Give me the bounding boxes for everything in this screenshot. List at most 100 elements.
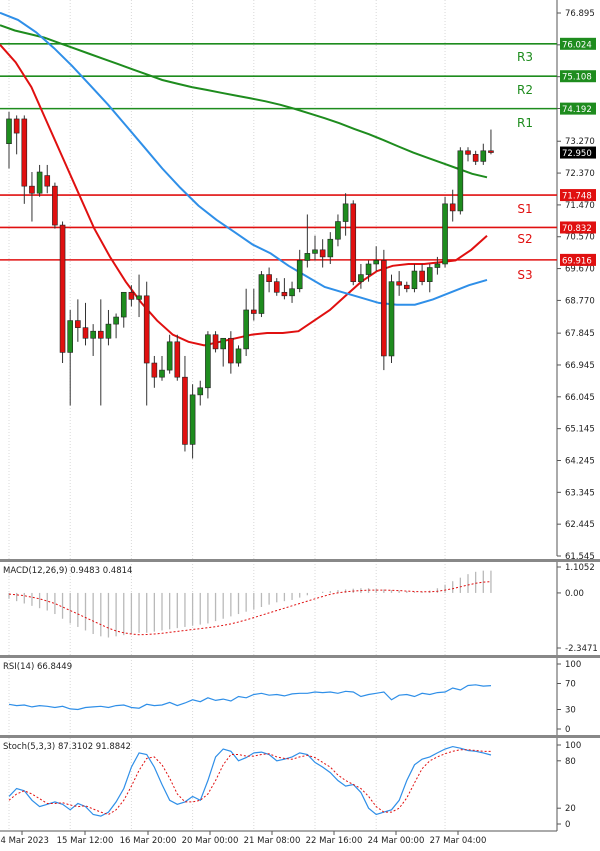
price-tick-label: 63.345: [565, 488, 595, 498]
candle-body: [319, 249, 326, 258]
rsi-label: RSI(14) 66.8449: [3, 662, 72, 672]
candle-body: [44, 175, 51, 187]
candle-body: [220, 337, 226, 350]
candle-body: [6, 118, 12, 145]
candle-body: [212, 334, 219, 350]
candle-body: [82, 327, 89, 339]
candle-body: [327, 238, 334, 258]
candle-body: [75, 320, 81, 328]
price-tick-label: 70.570: [565, 233, 595, 243]
level-value-tag: [560, 37, 596, 50]
candle-body: [472, 154, 479, 162]
candle-body: [228, 337, 234, 364]
panel-separator: [0, 559, 600, 562]
price-tick-label: 66.945: [565, 361, 595, 371]
candle-body: [67, 320, 73, 353]
level-value-tag: [560, 253, 596, 266]
candle-body: [312, 249, 318, 254]
candle-body: [189, 394, 196, 445]
price-tick-label: 65.145: [565, 425, 595, 435]
rsi-tick-label: 70: [565, 680, 576, 690]
candle-body: [419, 270, 425, 282]
price-tick-label: 76.895: [565, 9, 595, 19]
price-tick-label: 62.445: [565, 520, 595, 530]
rsi-tick-label: 0: [565, 725, 570, 735]
candle-body: [174, 341, 181, 378]
level-value-tag: [560, 189, 596, 202]
candle-body: [465, 150, 471, 155]
candle-body: [120, 291, 127, 318]
price-tick-label: 69.670: [565, 265, 595, 275]
stoch-tick-label: 20: [565, 804, 576, 814]
candle-body: [182, 376, 188, 445]
level-value-label: 70.832: [562, 224, 592, 234]
candle-body: [166, 341, 173, 371]
last-price-tag: [560, 146, 596, 159]
time-tick-label: 21 Mar 08:00: [244, 836, 301, 846]
price-tick-label: 61.545: [565, 552, 595, 562]
price-tick-label: 73.270: [565, 137, 595, 147]
candle-body: [235, 348, 242, 364]
candle-body: [128, 291, 135, 300]
stoch-tick-label: 0: [565, 820, 570, 830]
rsi-line: [8, 684, 492, 711]
candle-body: [266, 274, 272, 282]
stoch-tick-label: 80: [565, 757, 576, 767]
candle-body: [197, 387, 204, 396]
candle-body: [403, 284, 410, 290]
price-tick-label: 64.245: [565, 456, 595, 466]
candle-body: [205, 334, 211, 389]
candle-body: [480, 150, 487, 162]
stoch-k-line: [8, 745, 492, 817]
time-tick-label: 20 Mar 00:00: [182, 836, 239, 846]
level-name-r1: R1: [517, 116, 533, 130]
stoch-tick-label: 100: [565, 741, 581, 751]
rsi-tick-label: 100: [565, 660, 581, 670]
candle-body: [159, 369, 165, 378]
candle-body: [243, 309, 249, 350]
level-name-s1: S1: [517, 202, 532, 216]
level-name-r3: R3: [517, 50, 533, 64]
time-tick-label: 27 Mar 04:00: [430, 836, 487, 846]
candle-body: [136, 295, 142, 300]
macd-signal-line: [8, 581, 492, 636]
candle-body: [365, 263, 372, 275]
candle-body: [151, 362, 158, 378]
candle-body: [273, 281, 280, 293]
panel-separator: [0, 655, 600, 658]
candle-body: [373, 260, 380, 265]
candle-body: [350, 203, 357, 282]
candle-body: [90, 330, 96, 339]
rsi-tick-label: 30: [565, 706, 576, 716]
price-tick-label: 72.370: [565, 169, 595, 179]
macd-tick-label: -2.3471: [565, 644, 598, 654]
panel-separator: [0, 735, 600, 738]
candle-body: [289, 288, 295, 297]
moving-average-line: [0, 24, 488, 179]
macd-label: MACD(12,26,9) 0.9483 0.4814: [3, 566, 132, 576]
candle-body: [21, 118, 28, 187]
candle-body: [342, 203, 349, 222]
time-tick-label: 16 Mar 20:00: [120, 836, 177, 846]
price-tick-label: 66.045: [565, 393, 595, 403]
last-price-label: 72.950: [562, 149, 592, 159]
candle-body: [358, 274, 364, 282]
level-name-r2: R2: [517, 83, 533, 97]
level-value-label: 76.024: [562, 40, 592, 50]
stoch-label: Stoch(5,3,3) 87.3102 91.8842: [3, 742, 131, 752]
price-tick-label: 67.845: [565, 329, 595, 339]
level-value-label: 69.916: [562, 256, 592, 266]
candle-body: [449, 203, 456, 212]
price-tick-label: 68.770: [565, 296, 595, 306]
macd-tick-label: 1.1052: [565, 563, 595, 573]
candle-body: [457, 150, 464, 212]
level-value-label: 74.192: [562, 105, 592, 115]
time-tick-label: 22 Mar 16:00: [306, 836, 363, 846]
candle-body: [13, 118, 20, 134]
candle-body: [396, 281, 402, 286]
candle-body: [281, 291, 288, 297]
candle-body: [59, 224, 66, 353]
candle-body: [36, 171, 43, 194]
time-tick-label: 14 Mar 2023: [0, 836, 49, 846]
